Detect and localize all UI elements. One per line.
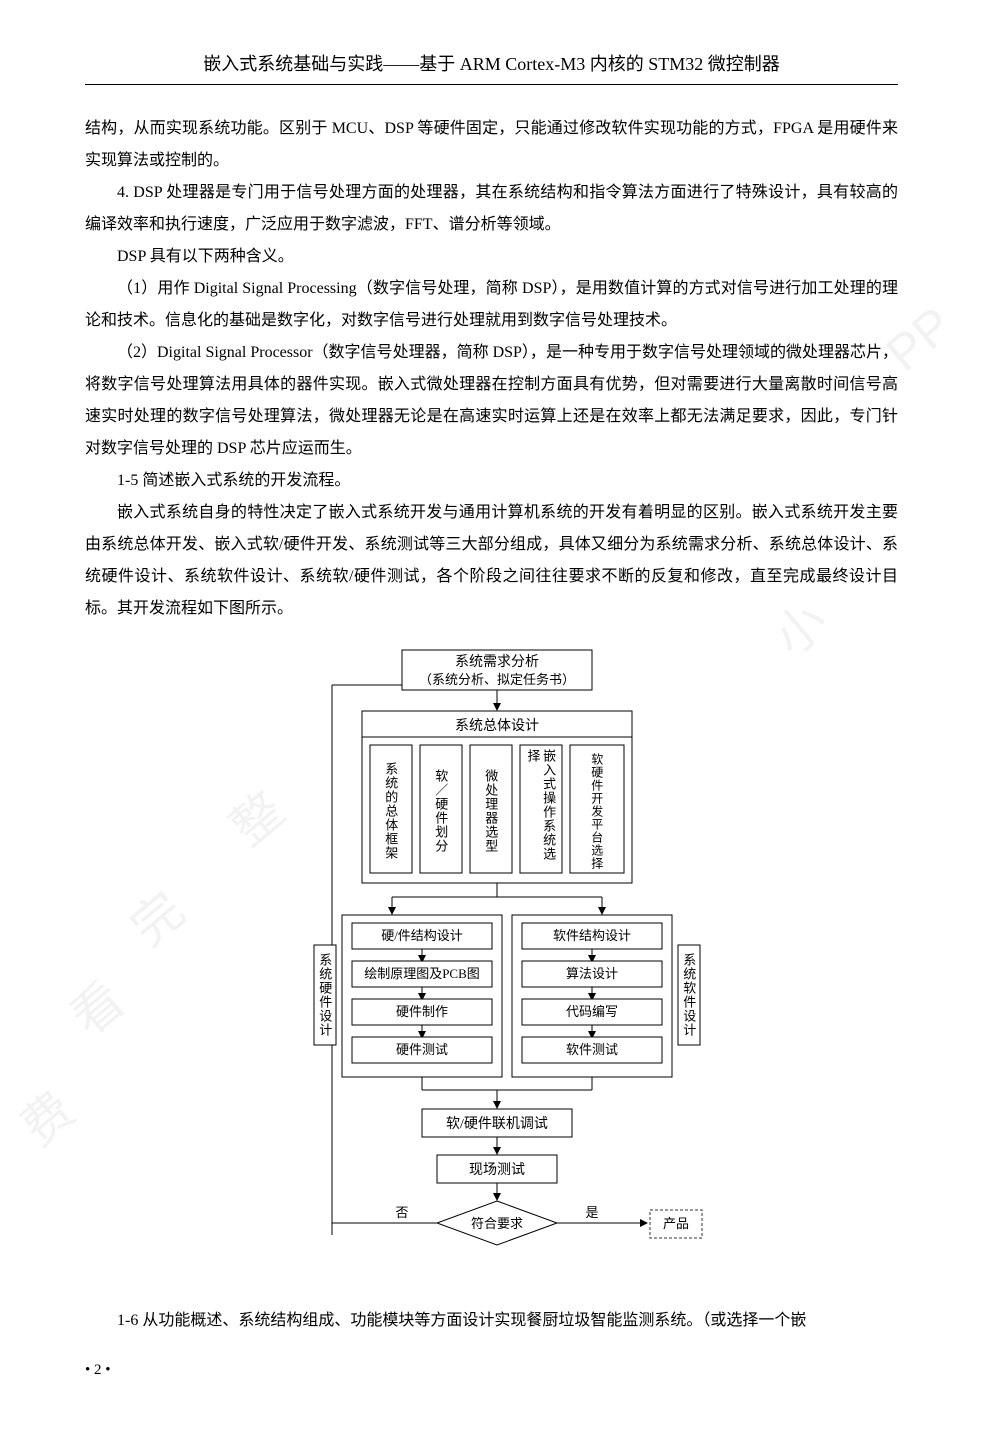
fc-hw-b4: 硬件测试 bbox=[395, 1042, 447, 1057]
page-number: • 2 • bbox=[85, 1362, 898, 1379]
fc-sw-b2: 算法设计 bbox=[565, 966, 617, 981]
fc-decision: 符合要求 bbox=[470, 1216, 522, 1231]
paragraph: （2）Digital Signal Processor（数字信号处理器，简称 D… bbox=[85, 337, 898, 465]
fc-sw-b4: 软件测试 bbox=[565, 1042, 617, 1057]
fc-sw-title: 系统软件设计 bbox=[681, 953, 697, 1037]
fc-req2: （系统分析、拟定任务书） bbox=[418, 672, 574, 687]
page-header: 嵌入式系统基础与实践——基于 ARM Cortex-M3 内核的 STM32 微… bbox=[85, 50, 898, 85]
flowchart-container: 系统需求分析 （系统分析、拟定任务书） 系统总体设计 bbox=[272, 645, 712, 1285]
watermark: 完 bbox=[113, 872, 198, 959]
fc-col4: 嵌入式操作系统选择 bbox=[525, 749, 556, 873]
fc-col5: 软硬件开发平台选择 bbox=[589, 753, 603, 870]
paragraph: 1-6 从功能概述、系统结构组成、功能模块等方面设计实现餐厨垃圾智能监测系统。（… bbox=[85, 1305, 898, 1337]
fc-field: 现场测试 bbox=[469, 1162, 525, 1178]
fc-hw-b1: 硬/件结构设计 bbox=[381, 928, 463, 943]
fc-col1: 系统的总体框架 bbox=[383, 762, 399, 860]
fc-col2: 软／硬件划分 bbox=[433, 769, 449, 853]
fc-sw-b1: 软件结构设计 bbox=[552, 928, 630, 943]
fc-hw-b2: 绘制原理图及PCB图 bbox=[364, 966, 480, 981]
fc-no: 否 bbox=[395, 1205, 408, 1220]
page-container: PP 小 整 完 看 费 嵌入式系统基础与实践——基于 ARM Cortex-M… bbox=[0, 0, 983, 1429]
fc-req1: 系统需求分析 bbox=[455, 654, 539, 670]
flowchart-svg: 系统需求分析 （系统分析、拟定任务书） 系统总体设计 bbox=[272, 645, 712, 1285]
watermark: 费 bbox=[3, 1072, 88, 1159]
watermark: 看 bbox=[53, 962, 138, 1049]
fc-yes: 是 bbox=[585, 1205, 598, 1220]
fc-col3: 微处理器选型 bbox=[483, 769, 499, 853]
paragraph: DSP 具有以下两种含义。 bbox=[85, 241, 898, 273]
fc-sw-b3: 代码编写 bbox=[565, 1004, 617, 1019]
paragraph: 嵌入式系统自身的特性决定了嵌入式系统开发与通用计算机系统的开发有着明显的区别。嵌… bbox=[85, 497, 898, 625]
paragraph: 结构，从而实现系统功能。区别于 MCU、DSP 等硬件固定，只能通过修改软件实现… bbox=[85, 113, 898, 177]
fc-product: 产品 bbox=[662, 1216, 688, 1231]
paragraph: （1）用作 Digital Signal Processing（数字信号处理，简… bbox=[85, 273, 898, 337]
fc-joint: 软/硬件联机调试 bbox=[446, 1116, 548, 1132]
fc-overall: 系统总体设计 bbox=[455, 718, 539, 734]
paragraph: 1-5 简述嵌入式系统的开发流程。 bbox=[85, 465, 898, 497]
paragraph: 4. DSP 处理器是专门用于信号处理方面的处理器，其在系统结构和指令算法方面进… bbox=[85, 177, 898, 241]
fc-hw-title: 系统硬件设计 bbox=[317, 953, 333, 1037]
fc-hw-b3: 硬件制作 bbox=[395, 1004, 447, 1019]
